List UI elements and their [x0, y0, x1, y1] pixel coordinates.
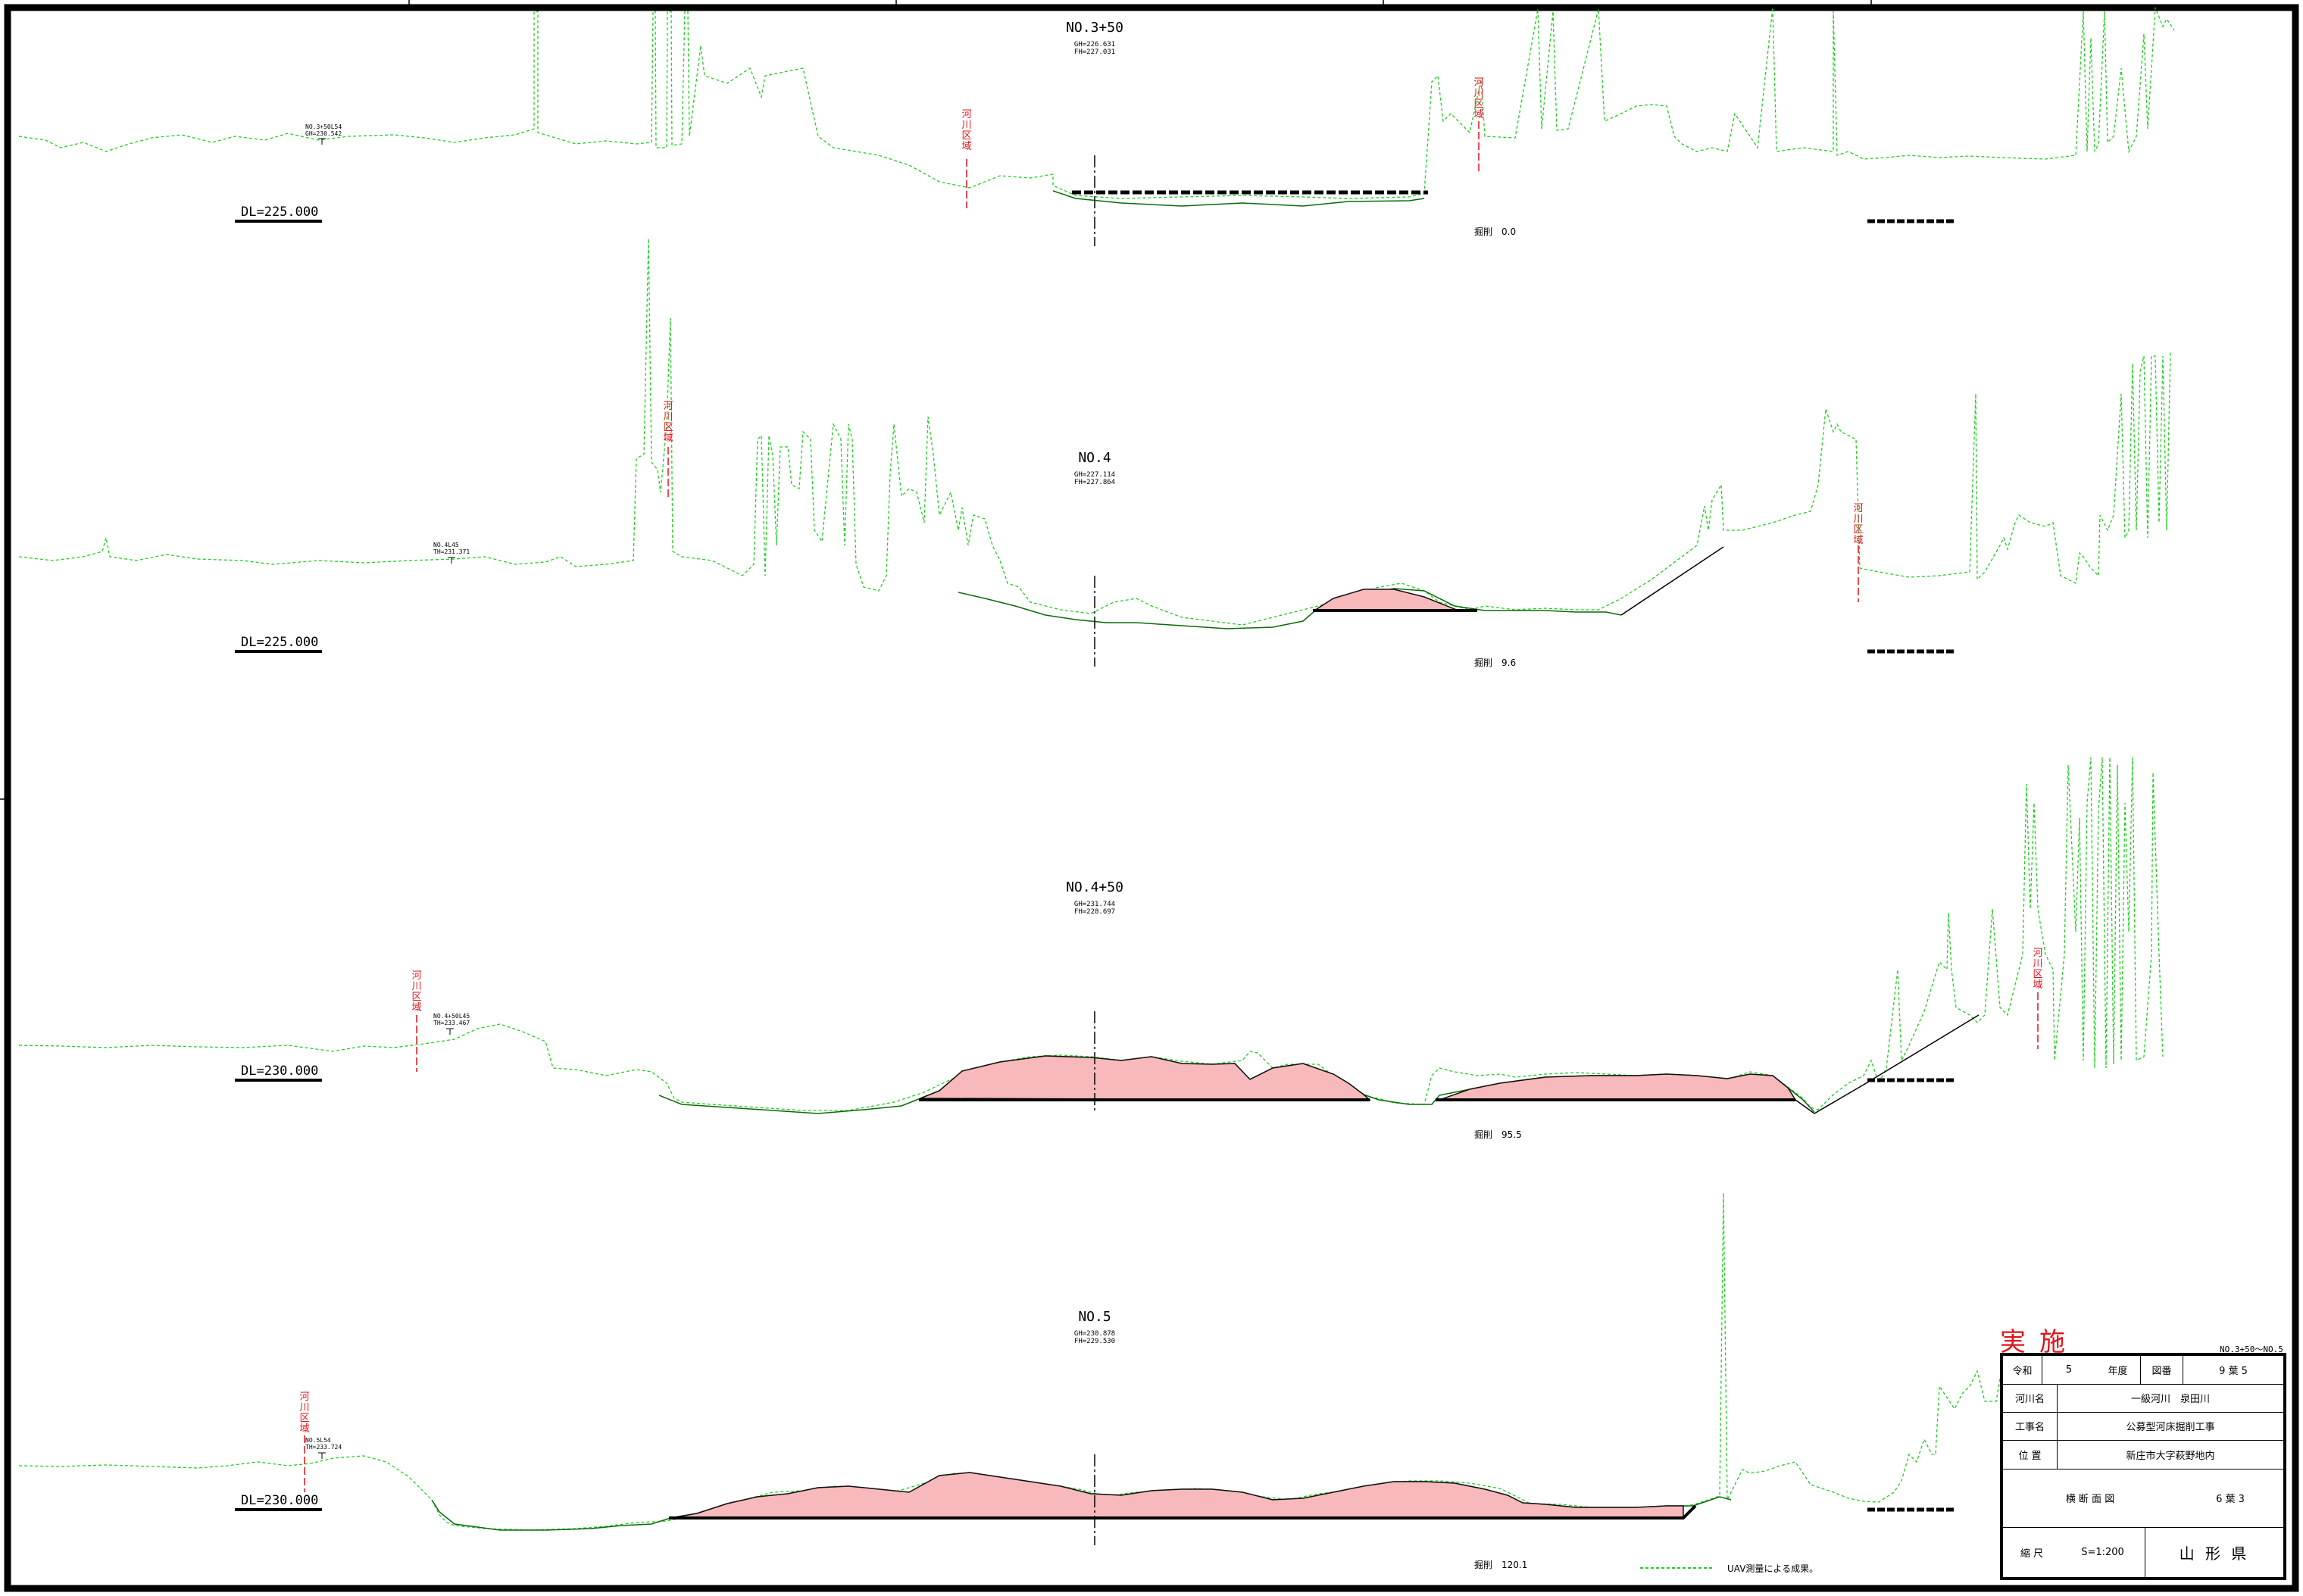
excavation-amount: 掘削 120.1: [1474, 1560, 1528, 1570]
existing-ground-line: [958, 588, 1622, 629]
excavation-area-left: [920, 1055, 1372, 1101]
title-row-work: 工事名 公募型河床掘削工事: [2003, 1412, 2283, 1441]
section-fh: FH=227.031: [1073, 48, 1116, 56]
benchmark-label: NO.3+50L54 GH=230.542: [305, 123, 342, 137]
year-value: 5: [2065, 1364, 2073, 1376]
section-title: NO.5: [1078, 1309, 1111, 1325]
existing-ground-line: [1052, 190, 1425, 207]
section-no3-50: [18, 7, 2175, 246]
drawing-no-value: 9 葉 5: [2219, 1366, 2248, 1377]
datum-level: DL=230.000: [241, 1493, 319, 1508]
river-name-value: 一級河川 泉田川: [2130, 1394, 2210, 1405]
status-stamp: 実施: [2000, 1327, 2079, 1357]
work-name-value: 公募型河床掘削工事: [2126, 1422, 2215, 1433]
design-slope-line: [1620, 546, 1724, 616]
benchmark-label: NO.4L45 TH=231.371: [433, 542, 470, 555]
river-name-label: 河川名: [2003, 1384, 2058, 1412]
excavation-area-right: [1439, 1073, 1797, 1101]
sheet-number: 6 葉 3: [2216, 1494, 2245, 1505]
excavation-amount: 掘削 95.5: [1474, 1129, 1522, 1140]
title-row-river: 河川名 一級河川 泉田川: [2003, 1384, 2283, 1413]
ground-survey-line: [18, 1192, 2061, 1531]
sheet-range: NO.3+50～NO.5: [2220, 1345, 2283, 1354]
section-gh: GH=227.114: [1073, 471, 1116, 479]
legend-text: UAV測量による成果。: [1727, 1563, 1819, 1574]
location-value: 新庄市大字萩野地内: [2126, 1450, 2215, 1462]
issuer: 山 形 県: [2179, 1544, 2250, 1563]
section-no4: [18, 238, 2171, 667]
work-name-label: 工事名: [2003, 1412, 2058, 1440]
drawing-no-label: 図番: [2141, 1356, 2183, 1384]
title-row-location: 位 置 新庄市大字萩野地内: [2003, 1440, 2283, 1470]
scale-value: S=1:200: [2061, 1527, 2145, 1577]
section-no5: [18, 1192, 2061, 1545]
drawing-frame: [4, 4, 2299, 1592]
section-title: NO.4+50: [1066, 879, 1123, 895]
section-fh: FH=229.530: [1073, 1338, 1116, 1345]
title-row-scale: 縮 尺 S=1:200 山 形 県: [2003, 1527, 2283, 1577]
river-area-label: 河川区域: [663, 401, 673, 444]
year-suffix: 年度: [2095, 1356, 2141, 1384]
river-area-label: 河川区域: [411, 970, 422, 1014]
river-area-label: 河川区域: [299, 1391, 310, 1435]
section-fh: FH=227.864: [1073, 479, 1116, 486]
location-label: 位 置: [2003, 1440, 2058, 1469]
excavation-amount: 掘削 9.6: [1474, 657, 1517, 668]
title-block: 令和 5 年度 図番 9 葉 5 河川名 一級河川 泉田川 工事名 公募型河床掘…: [2000, 1353, 2286, 1580]
datum-level: DL=230.000: [241, 1063, 319, 1079]
section-gh: GH=230.878: [1073, 1330, 1116, 1338]
river-area-label: 河川区域: [2033, 948, 2043, 991]
title-row-year: 令和 5 年度 図番 9 葉 5: [2003, 1356, 2283, 1385]
section-title: NO.4: [1078, 450, 1111, 466]
river-area-label: 河川区域: [961, 109, 972, 152]
datum-level: DL=225.000: [241, 205, 319, 220]
benchmark-label: NO.4+50L45 TH=233.467: [433, 1013, 470, 1026]
section-fh: FH=228.697: [1073, 908, 1116, 916]
datum-level: DL=225.000: [241, 635, 319, 650]
ground-survey-line: [18, 238, 2171, 626]
excavation-amount: 掘削 0.0: [1474, 226, 1517, 237]
section-gh: GH=226.631: [1073, 41, 1116, 48]
design-bed-line: [669, 1504, 1697, 1519]
section-title: NO.3+50: [1066, 20, 1123, 36]
benchmark-label: NO.5L54 TH=233.724: [305, 1437, 342, 1451]
design-slope-line: [1795, 1014, 1980, 1114]
scale-label: 縮 尺: [2020, 1548, 2044, 1560]
year-label: 令和: [2003, 1356, 2042, 1384]
ground-survey-line: [18, 7, 2175, 199]
excavation-area: [670, 1472, 1684, 1519]
section-no4-50: [18, 757, 2164, 1114]
river-area-label: 河川区域: [1853, 503, 1864, 546]
frame-ticks: [0, 0, 1872, 800]
drawing-title: 横 断 面 図: [2065, 1494, 2115, 1505]
title-row-drawing: 横 断 面 図 6 葉 3: [2003, 1469, 2283, 1528]
river-area-label: 河川区域: [1473, 77, 1484, 120]
section-gh: GH=231.744: [1073, 901, 1116, 908]
benchmark-symbols: [318, 138, 455, 1459]
